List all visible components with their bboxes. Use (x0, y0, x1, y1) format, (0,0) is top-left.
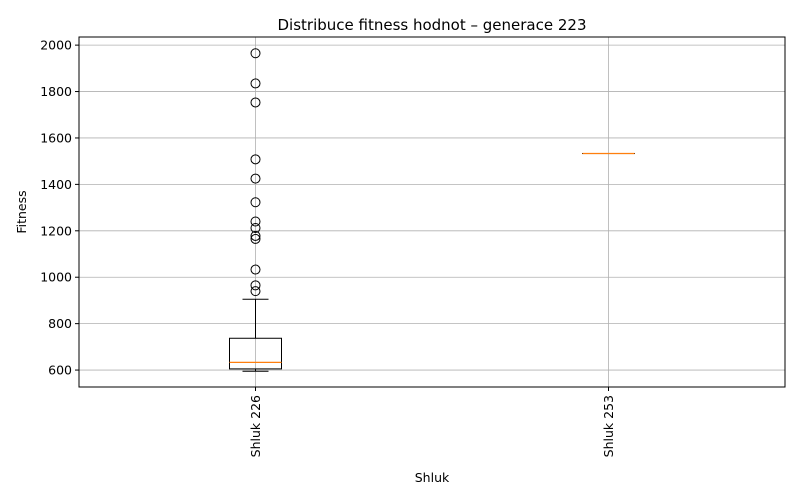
outlier-point (250, 48, 261, 59)
outlier-point (250, 264, 261, 275)
y-tick-label: 1000 (40, 270, 72, 285)
x-axis-ticks: Shluk 226 Shluk 253 (248, 387, 616, 457)
y-tick-label: 600 (48, 363, 72, 378)
outlier-point (250, 286, 261, 297)
y-tick-label: 1400 (40, 177, 72, 192)
y-axis-ticks: 600 800 1000 1200 1400 1600 1800 2000 (40, 38, 79, 378)
y-tick-label: 1800 (40, 84, 72, 99)
y-tick-label: 1200 (40, 223, 72, 238)
outlier-point (250, 233, 261, 244)
grid-lines (79, 37, 785, 387)
outlier-point (250, 223, 261, 234)
x-axis-label: Shluk (415, 470, 450, 485)
outlier-point (250, 197, 261, 208)
y-tick-label: 1600 (40, 130, 72, 145)
x-tick-label: Shluk 226 (248, 395, 263, 457)
y-axis-label: Fitness (14, 190, 29, 233)
outlier-point (250, 97, 261, 108)
outlier-point (250, 230, 261, 241)
box-plot-boxes (229, 48, 635, 372)
outlier-point (250, 154, 261, 165)
chart-title: Distribuce fitness hodnot – generace 223 (277, 16, 586, 34)
outlier-point (250, 216, 261, 227)
outlier-point (250, 280, 261, 291)
outlier-point (250, 78, 261, 89)
y-tick-label: 800 (48, 316, 72, 331)
outlier-point (250, 173, 261, 184)
iqr-box (229, 337, 282, 370)
plot-area-frame (78, 36, 786, 388)
y-tick-label: 2000 (40, 38, 72, 53)
x-tick-label: Shluk 253 (601, 395, 616, 457)
